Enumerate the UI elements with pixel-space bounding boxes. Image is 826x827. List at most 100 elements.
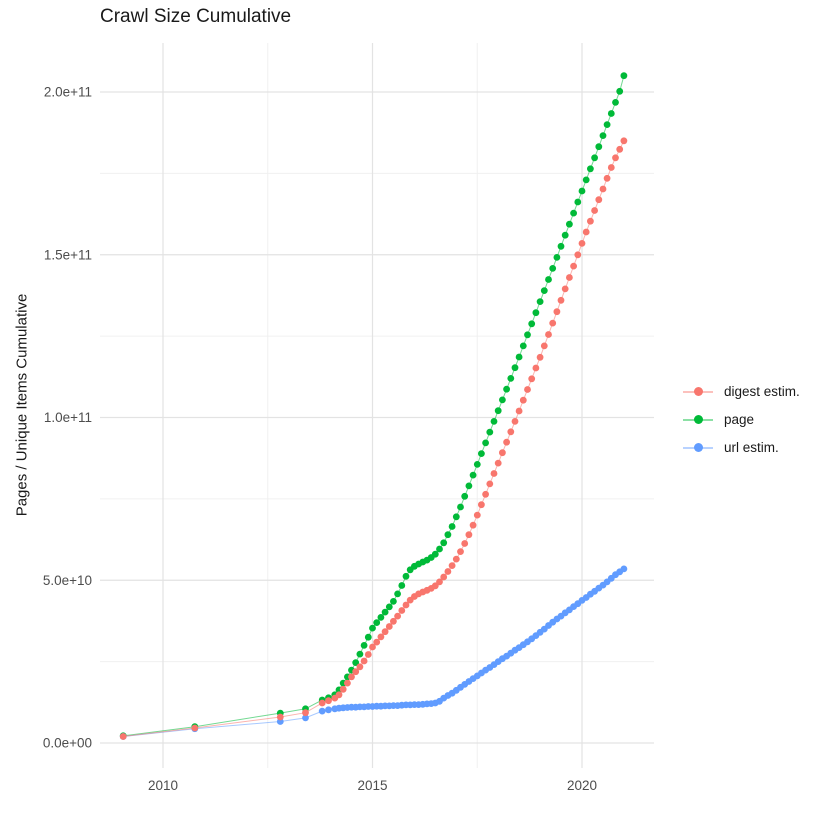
data-point [344,679,351,687]
data-point [465,531,473,539]
legend-label-page: page [724,412,755,427]
data-point [566,220,573,228]
axis-tick-labels: 2010 2015 2020 0.0e+00 5.0e+10 1.0e+11 1.5e+11… [43,85,597,794]
legend-item-page: page [683,411,800,428]
data-point [364,651,372,658]
data-point [377,614,385,621]
data-point [587,165,594,173]
y-axis-title: Pages / Unique Items Cumulative [13,293,31,517]
data-point [473,461,481,468]
data-point [582,176,590,184]
data-point [578,240,586,247]
minor-gridlines [100,43,654,768]
legend-dot-swatch [693,387,703,396]
data-point [457,548,464,555]
data-point [503,385,510,393]
legend-key-digest-estim [683,384,713,399]
data-point [318,699,326,707]
legend: digest estim. page url estim. [683,383,800,456]
series-page [119,72,628,740]
data-point [339,685,347,693]
data-point [440,573,448,581]
data-point [436,545,443,553]
legend-item-url-estim: url estim. [683,439,800,456]
data-point [582,228,590,236]
data-point [364,633,372,641]
data-point [616,145,624,153]
data-point [532,364,540,372]
data-point [607,164,615,171]
series-line [123,568,625,737]
data-point [457,503,464,511]
data-point [599,185,607,193]
data-point [390,598,397,605]
data-point [394,590,401,598]
data-point [469,521,477,529]
data-point [431,550,439,558]
data-point [478,501,485,509]
data-point [356,650,364,658]
data-point [570,262,577,270]
series-line [123,75,625,737]
data-point [587,217,594,225]
data-point [394,612,401,620]
data-point [566,274,573,281]
data-point [515,407,523,415]
data-point [398,582,406,589]
data-point [549,319,557,327]
data-point [482,439,489,447]
data-point [532,309,540,317]
legend-key-url-estim [683,440,713,455]
y-tick-label: 2.0e+11 [44,85,92,100]
x-tick-label: 2010 [148,778,178,793]
data-point [494,407,502,415]
data-point [511,364,519,372]
data-point [616,87,624,95]
data-point [570,209,577,217]
data-point [276,713,284,721]
data-point [191,724,199,732]
data-point [369,643,376,651]
data-point [373,638,381,646]
legend-item-digest-estim: digest estim. [683,383,800,400]
series-digest-estim [119,137,628,740]
data-point [302,714,309,722]
legend-label-url-estim: url estim. [724,440,779,455]
data-point [325,706,332,714]
data-point [490,470,498,477]
series-line [123,140,625,737]
data-point [595,196,603,204]
data-point [461,492,469,500]
data-point [612,99,619,106]
data-point [469,471,477,479]
data-point [545,276,552,283]
data-point [381,608,389,616]
data-point [352,668,360,676]
data-point [444,568,452,575]
data-point [398,607,406,614]
x-tick-label: 2015 [357,778,387,793]
data-point [348,673,355,681]
data-point [620,137,628,145]
data-point [486,428,494,436]
data-point [465,482,473,490]
data-point [511,418,519,425]
data-point [490,418,498,425]
data-point [507,428,515,436]
data-point [591,207,598,214]
y-tick-label: 0.0e+00 [43,736,92,751]
data-point [528,375,536,383]
data-point [620,72,628,80]
data-point [402,601,410,609]
chart-title: Crawl Size Cumulative [100,6,292,27]
data-point [603,121,611,128]
data-point [461,540,469,547]
data-point [473,511,481,519]
data-point [381,628,389,636]
data-point [373,619,381,626]
data-point [356,663,364,671]
data-point [494,459,502,467]
data-point [352,659,360,666]
data-point [119,733,127,740]
